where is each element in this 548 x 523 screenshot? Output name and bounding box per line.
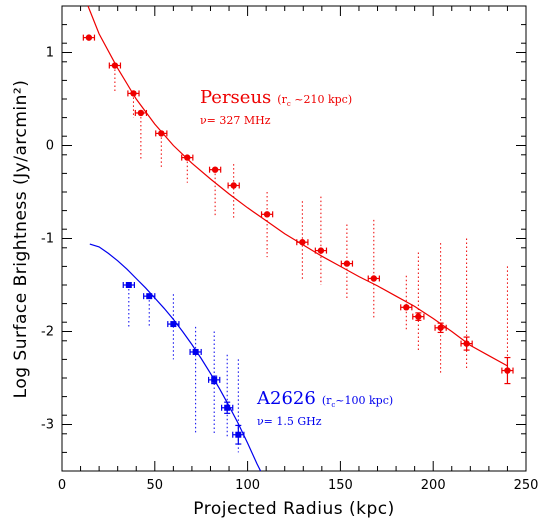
a2626-core-radius: (r	[322, 394, 332, 407]
x-tick-label: 150	[328, 478, 353, 493]
perseus-annotation: Perseus (rc ~210 kpc)	[200, 87, 352, 108]
a2626-data-point	[221, 354, 234, 439]
a2626-marker	[125, 282, 132, 288]
x-tick-label: 0	[58, 478, 66, 493]
perseus-data-point	[400, 275, 413, 332]
perseus-data-point	[227, 164, 240, 220]
perseus-data-point	[82, 34, 96, 41]
perseus-marker	[130, 90, 137, 97]
a2626-marker	[146, 293, 153, 300]
perseus-marker	[137, 109, 145, 117]
perseus-marker	[85, 34, 93, 41]
perseus-data-point	[108, 62, 122, 94]
perseus-frequency: ν= 327 MHz	[200, 114, 271, 127]
fit-curve-a2626	[89, 243, 262, 472]
perseus-core-value: ~210 kpc)	[291, 93, 352, 106]
perseus-marker	[403, 304, 410, 311]
perseus-data-point	[296, 201, 309, 281]
perseus-data-point	[127, 90, 140, 118]
perseus-marker	[184, 154, 191, 161]
perseus-marker	[230, 182, 237, 189]
y-tick-label: 0	[46, 139, 54, 154]
a2626-marker	[211, 376, 218, 383]
x-tick-label: 50	[147, 478, 164, 493]
x-tick-label: 200	[421, 478, 446, 493]
perseus-marker	[463, 340, 470, 347]
perseus-marker	[370, 275, 378, 282]
perseus-data-point	[412, 252, 425, 351]
y-tick-label: -3	[41, 418, 54, 433]
a2626-data-point	[189, 326, 202, 434]
a2626-marker	[224, 404, 231, 411]
perseus-marker	[317, 247, 325, 254]
x-tick-label: 250	[514, 478, 539, 493]
perseus-data-point	[434, 243, 447, 374]
a2626-core-value: ~100 kpc)	[335, 394, 393, 407]
points-layer	[82, 34, 514, 453]
x-tick-label: 100	[235, 478, 260, 493]
y-axis-label: Log Surface Brightness (Jy/arcmin²)	[11, 80, 31, 399]
perseus-data-point	[460, 238, 473, 369]
perseus-data-point	[314, 196, 328, 285]
x-axis-label: Projected Radius (kpc)	[193, 499, 394, 519]
a2626-data-point	[122, 282, 135, 327]
perseus-data-point	[501, 266, 514, 385]
curves-layer	[87, 5, 508, 472]
perseus-data-point	[181, 154, 194, 183]
a2626-annotation: A2626 (rc~100 kpc)	[256, 388, 393, 409]
perseus-marker	[263, 211, 271, 218]
a2626-marker	[192, 348, 199, 355]
perseus-marker	[211, 166, 219, 173]
y-tick-label: -1	[41, 232, 54, 247]
perseus-marker	[415, 313, 422, 320]
a2626-frequency: ν= 1.5 GHz	[257, 415, 322, 428]
a2626-data-point	[232, 359, 245, 453]
ticks-layer: 0 50 100 150 200 250 -3 -2 -1 0 1	[41, 5, 539, 493]
perseus-data-point	[367, 219, 380, 318]
a2626-data-point	[208, 331, 221, 434]
perseus-marker	[158, 130, 165, 137]
perseus-data-point	[155, 130, 168, 169]
a2626-data-point	[143, 293, 156, 327]
y-tick-label: -2	[41, 325, 54, 340]
y-tick-label: 1	[46, 46, 54, 61]
a2626-marker	[170, 321, 177, 328]
fit-curve-perseus	[87, 5, 508, 367]
perseus-marker	[299, 239, 306, 246]
perseus-data-point	[208, 166, 222, 216]
perseus-marker	[343, 260, 351, 267]
perseus-data-point	[134, 109, 148, 160]
perseus-data-point	[340, 224, 354, 299]
perseus-marker	[437, 324, 444, 331]
a2626-data-point	[167, 294, 180, 360]
perseus-core-sub: c	[287, 100, 291, 108]
a2626-core-sub: c	[331, 401, 335, 409]
a2626-marker	[235, 431, 242, 438]
perseus-marker	[111, 62, 119, 69]
perseus-core-radius: (r	[277, 93, 287, 106]
perseus-marker	[504, 367, 511, 374]
perseus-name: Perseus	[200, 87, 271, 108]
perseus-data-point	[260, 192, 274, 258]
a2626-name: A2626	[256, 388, 316, 409]
